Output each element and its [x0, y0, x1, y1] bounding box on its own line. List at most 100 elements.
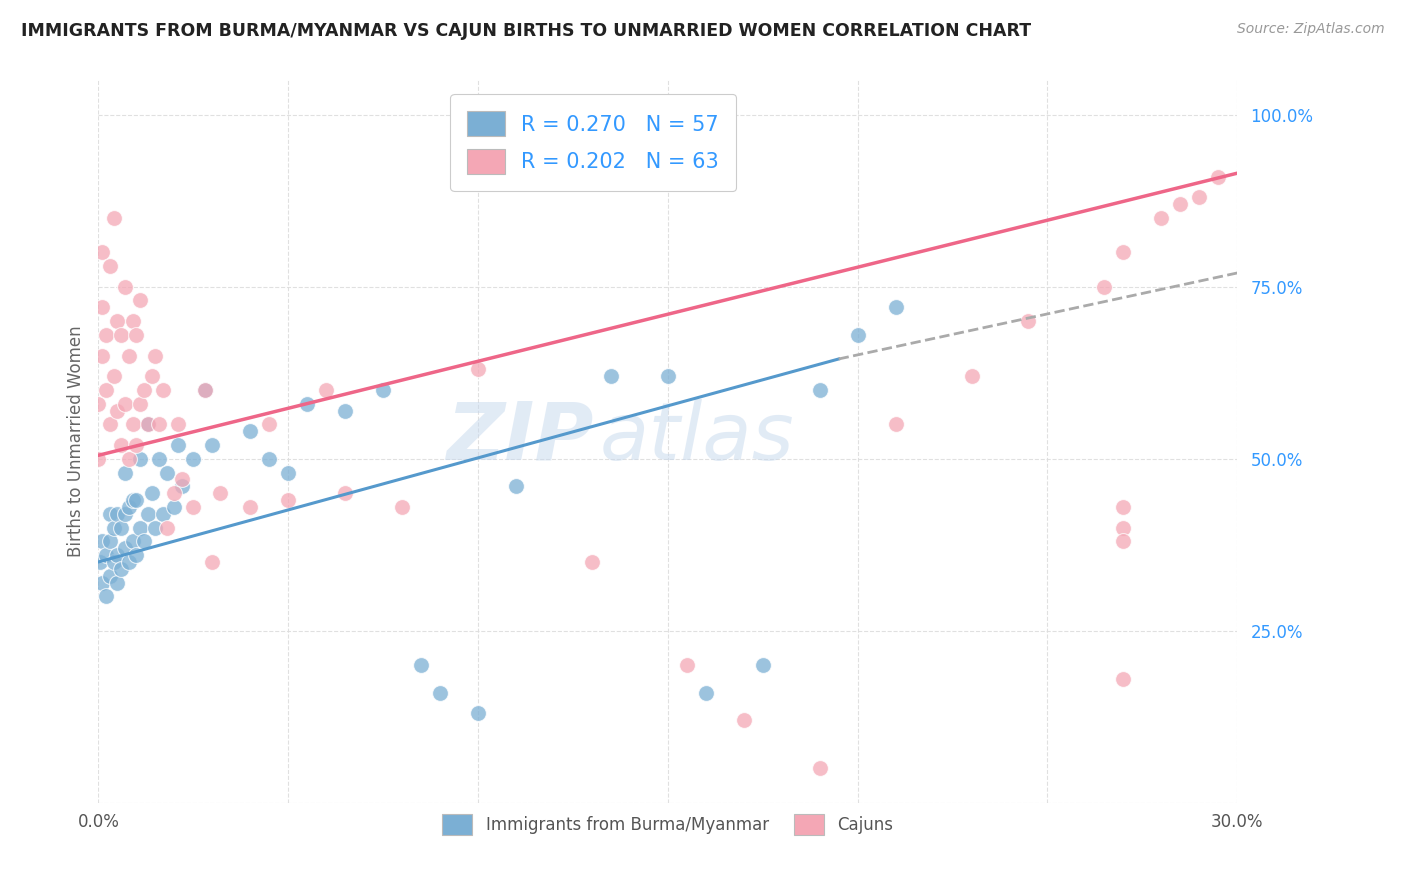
Point	[91, 534, 114, 549]
Point	[152, 383, 174, 397]
Point	[467, 362, 489, 376]
Point	[170, 472, 193, 486]
Point	[194, 383, 217, 397]
Point	[141, 486, 163, 500]
Point	[121, 417, 143, 432]
Point	[107, 403, 129, 417]
Point	[118, 555, 141, 569]
Point	[277, 493, 299, 508]
Point	[371, 383, 394, 397]
Point	[91, 575, 114, 590]
Point	[808, 383, 831, 397]
Point	[110, 327, 132, 342]
Point	[156, 466, 179, 480]
Point	[208, 486, 231, 500]
Point	[733, 713, 755, 727]
Point	[277, 466, 299, 480]
Point	[1094, 279, 1116, 293]
Point	[103, 211, 125, 225]
Point	[600, 369, 623, 384]
Point	[107, 507, 129, 521]
Point	[98, 507, 121, 521]
Point	[1150, 211, 1173, 225]
Point	[136, 417, 159, 432]
Point	[87, 451, 110, 466]
Text: IMMIGRANTS FROM BURMA/MYANMAR VS CAJUN BIRTHS TO UNMARRIED WOMEN CORRELATION CHA: IMMIGRANTS FROM BURMA/MYANMAR VS CAJUN B…	[21, 22, 1031, 40]
Point	[136, 417, 159, 432]
Point	[467, 706, 489, 721]
Point	[201, 438, 224, 452]
Point	[129, 293, 152, 308]
Point	[145, 520, 167, 534]
Point	[201, 555, 224, 569]
Point	[98, 534, 121, 549]
Point	[94, 327, 117, 342]
Point	[125, 327, 148, 342]
Point	[167, 417, 190, 432]
Point	[1170, 197, 1192, 211]
Point	[129, 520, 152, 534]
Point	[391, 500, 413, 514]
Point	[808, 761, 831, 775]
Point	[98, 568, 121, 582]
Point	[98, 259, 121, 273]
Point	[121, 534, 143, 549]
Point	[132, 534, 155, 549]
Point	[884, 301, 907, 315]
Point	[118, 451, 141, 466]
Point	[315, 383, 337, 397]
Point	[505, 479, 527, 493]
Point	[1112, 520, 1135, 534]
Point	[107, 314, 129, 328]
Point	[1112, 245, 1135, 260]
Point	[118, 500, 141, 514]
Point	[259, 451, 281, 466]
Point	[411, 658, 433, 673]
Point	[110, 562, 132, 576]
Point	[94, 590, 117, 604]
Point	[129, 397, 152, 411]
Point	[676, 658, 699, 673]
Point	[148, 451, 170, 466]
Point	[87, 397, 110, 411]
Point	[152, 507, 174, 521]
Point	[141, 369, 163, 384]
Point	[125, 493, 148, 508]
Text: ZIP: ZIP	[447, 399, 593, 477]
Point	[163, 500, 186, 514]
Point	[156, 520, 179, 534]
Point	[103, 555, 125, 569]
Point	[94, 548, 117, 562]
Legend: Immigrants from Burma/Myanmar, Cajuns: Immigrants from Burma/Myanmar, Cajuns	[436, 808, 900, 841]
Point	[657, 369, 679, 384]
Point	[114, 507, 136, 521]
Point	[1112, 500, 1135, 514]
Point	[148, 417, 170, 432]
Point	[94, 383, 117, 397]
Point	[103, 369, 125, 384]
Point	[129, 451, 152, 466]
Point	[960, 369, 983, 384]
Point	[183, 500, 205, 514]
Point	[170, 479, 193, 493]
Point	[239, 500, 262, 514]
Point	[118, 349, 141, 363]
Point	[103, 520, 125, 534]
Point	[121, 493, 143, 508]
Point	[121, 314, 143, 328]
Point	[1188, 190, 1211, 204]
Point	[107, 575, 129, 590]
Point	[259, 417, 281, 432]
Point	[91, 301, 114, 315]
Point	[91, 349, 114, 363]
Point	[114, 279, 136, 293]
Point	[335, 486, 357, 500]
Point	[107, 548, 129, 562]
Text: atlas: atlas	[599, 399, 794, 477]
Point	[114, 397, 136, 411]
Point	[752, 658, 775, 673]
Point	[581, 555, 603, 569]
Point	[884, 417, 907, 432]
Point	[125, 548, 148, 562]
Point	[1112, 672, 1135, 686]
